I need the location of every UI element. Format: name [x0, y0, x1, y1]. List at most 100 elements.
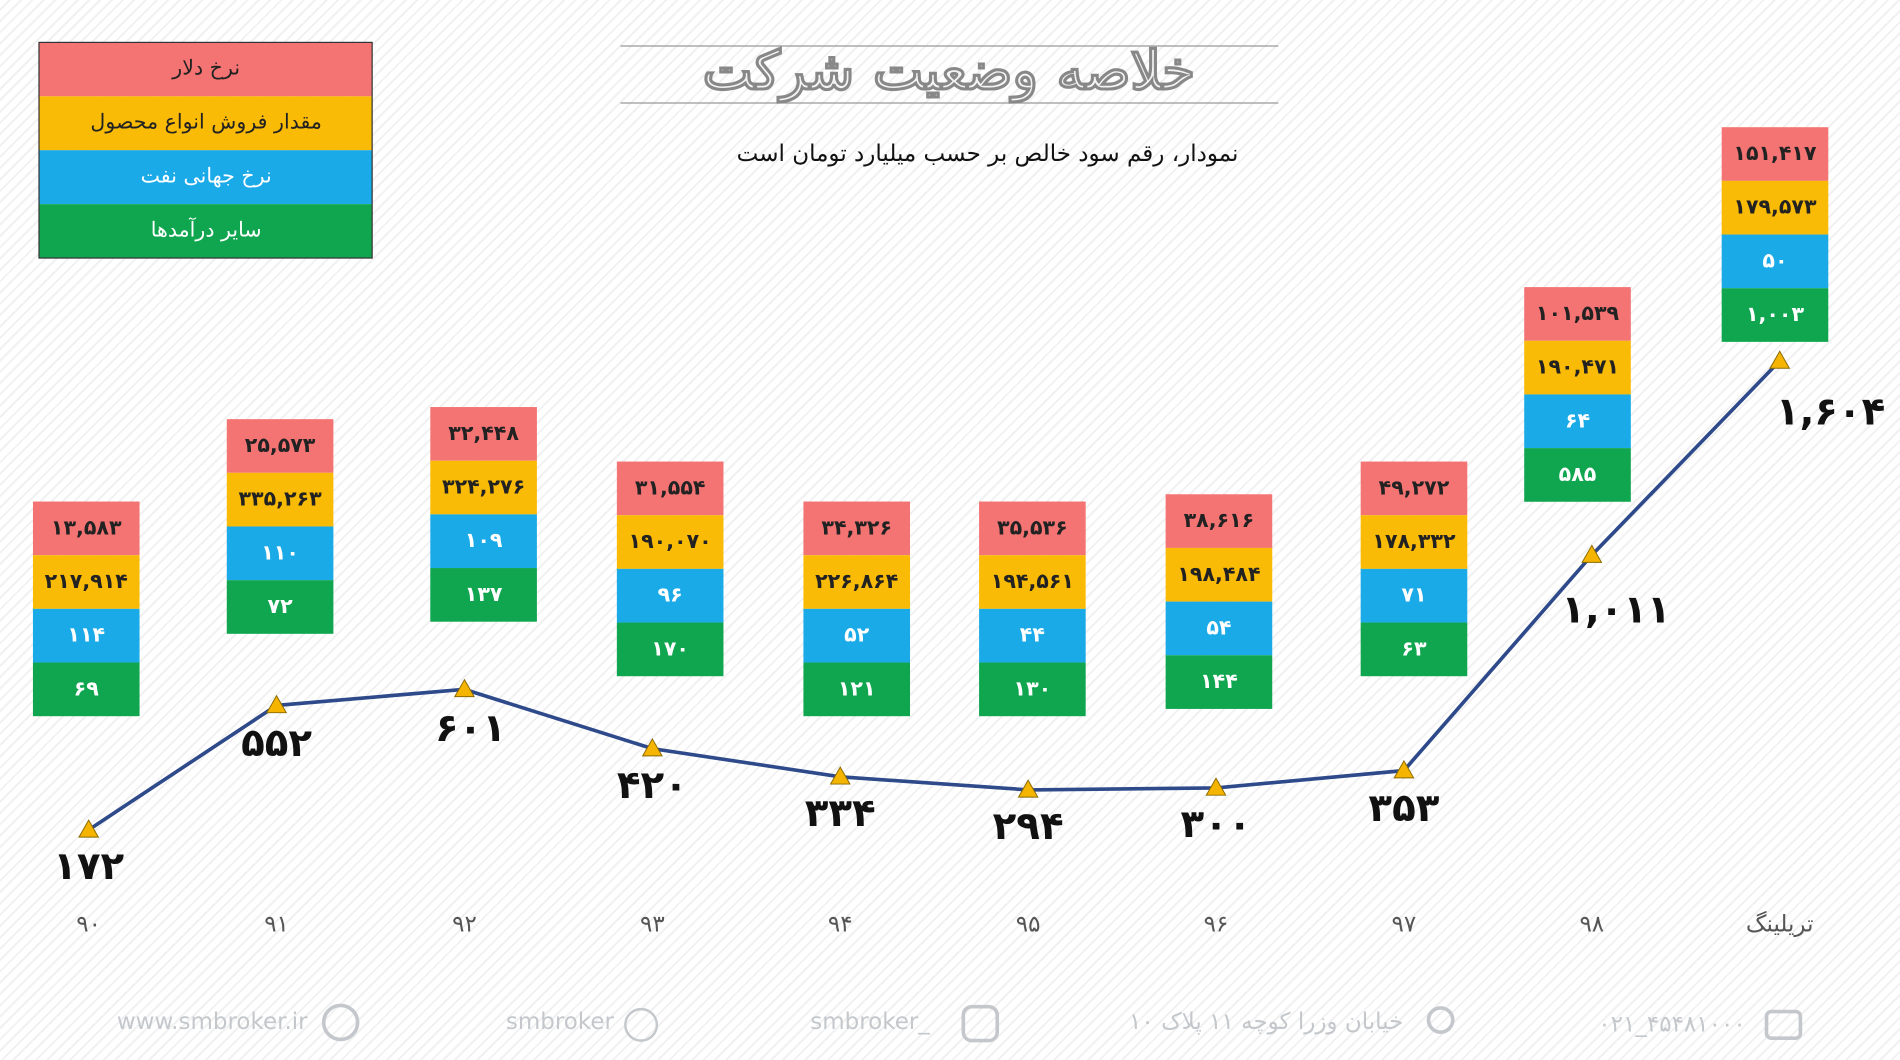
- value-cell-label: ۴۹,۲۷۲: [1379, 475, 1450, 499]
- value-cell-label: ۳۳۵,۲۶۳: [238, 487, 322, 511]
- value-cell: [226, 580, 334, 634]
- value-cell: [1524, 394, 1631, 449]
- value-cell: [1360, 622, 1468, 677]
- value-cell: [430, 460, 537, 515]
- marker: [1393, 759, 1415, 779]
- value-cell: [803, 555, 911, 609]
- value-cell-label: ۹۶: [658, 583, 683, 607]
- value-cell: [616, 568, 724, 623]
- x-tick-label: ۹۲: [452, 912, 477, 938]
- footer-telegram: smbroker: [506, 1009, 615, 1035]
- value-cell-label: ۱۷۹,۵۷۳: [1733, 195, 1817, 219]
- x-tick-label: ۹۴: [828, 912, 853, 938]
- value-cell: [32, 608, 140, 663]
- marker: [1017, 779, 1039, 798]
- icon: [961, 1004, 1000, 1043]
- marker: [78, 819, 100, 838]
- legend-frame: [38, 41, 373, 259]
- value-cell: [430, 514, 537, 569]
- value-cell-label: ۲۲۶,۸۶۴: [815, 569, 898, 593]
- value-cell-label: ۵۸۵: [1559, 462, 1597, 486]
- value-cell-label: ۳۱,۵۵۴: [635, 475, 706, 499]
- value-cell-label: ۱۳۰: [1014, 676, 1052, 700]
- marker: [829, 766, 851, 785]
- legend-label: سایر درآمدها: [151, 215, 262, 242]
- marker: [641, 737, 663, 757]
- data-label: ۱۷۲: [53, 844, 124, 889]
- value-cell-label: ۱۲۱: [838, 676, 876, 700]
- legend-label: مقدار فروش انواع محصول: [90, 109, 322, 134]
- data-label: ۳۳۴: [805, 791, 876, 836]
- x-tick-label: ۹۱: [264, 912, 289, 938]
- value-cell-label: ۱۹۰,۰۷۰: [629, 529, 712, 553]
- value-cell: [226, 419, 334, 473]
- marker: [1581, 544, 1603, 563]
- icon: [624, 1007, 659, 1042]
- chart-title: خلاصه وضعیت شرکت: [702, 39, 1195, 103]
- value-cell: [1721, 127, 1829, 181]
- value-cell-label: ۳۴,۳۲۶: [821, 515, 892, 539]
- legend-swatch: [39, 42, 373, 97]
- value-cell: [616, 461, 724, 516]
- footer-website: www.smbroker.ir: [117, 1009, 308, 1035]
- value-cell-label: ۱۰۹: [465, 528, 503, 552]
- x-tick-label: ۹۳: [640, 912, 665, 938]
- value-cell-label: ۵۲: [844, 623, 870, 647]
- line: [87, 359, 1782, 832]
- value-cell: [616, 622, 724, 677]
- value-cell-label: ۳۸,۶۱۶: [1184, 508, 1255, 532]
- footer-phone: ۰۲۱_۴۵۴۸۱۰۰۰: [1598, 1011, 1745, 1037]
- legend-swatch: [39, 96, 373, 151]
- value-cell-label: ۲۱۷,۹۱۴: [45, 569, 128, 593]
- value-cell: [803, 662, 911, 717]
- value-cell: [1165, 655, 1273, 709]
- value-cell-label: ۳۵,۵۳۶: [997, 515, 1068, 539]
- value-cell: [226, 472, 334, 527]
- value-cell: [430, 407, 537, 461]
- icon: [321, 1003, 360, 1042]
- footer: www.smbroker.ir smbroker smbroker_ خیابا…: [117, 1003, 1803, 1043]
- value-cell: [616, 515, 724, 569]
- value-cell-label: ۱۳,۵۸۳: [51, 515, 122, 539]
- legend: نرخ دلار مقدار فروش انواع محصول نرخ جهانی …: [38, 41, 373, 259]
- data-label: ۱,۶۰۴: [1776, 390, 1885, 435]
- value-cell-label: ۱۱۴: [67, 623, 105, 647]
- marker: [266, 694, 288, 714]
- legend-swatch: [39, 150, 373, 205]
- value-cell: [226, 526, 334, 581]
- value-cell: [979, 555, 1086, 609]
- marker: [1769, 350, 1791, 369]
- x-tick-label: ۹۰: [76, 912, 101, 938]
- value-cell: [1721, 180, 1829, 235]
- x-tick-label: ۹۸: [1579, 912, 1604, 938]
- x-tick-label: تریلینگ: [1746, 911, 1814, 938]
- value-cell: [1360, 461, 1468, 516]
- value-cell: [32, 501, 140, 556]
- value-cell-label: ۶۳: [1401, 636, 1427, 660]
- value-cell-label: ۳۲۴,۲۷۶: [442, 475, 525, 499]
- value-cell: [1165, 547, 1273, 602]
- legend-swatch: [39, 204, 373, 259]
- x-tick-label: ۹۶: [1204, 912, 1229, 938]
- value-cell-label: ۵۴: [1206, 615, 1231, 639]
- icon: [1426, 1006, 1455, 1034]
- legend-label: نرخ دلار: [171, 56, 240, 81]
- data-label: ۱,۰۱۱: [1561, 588, 1670, 633]
- value-cell-label: ۳۲,۴۴۸: [448, 421, 519, 445]
- value-cell: [1524, 340, 1631, 395]
- value-cell: [1721, 234, 1829, 289]
- value-cell-label: ۱۴۴: [1200, 669, 1238, 693]
- value-cell: [1360, 515, 1468, 569]
- data-label: ۳۵۳: [1368, 786, 1439, 831]
- data-label: ۶۰۱: [435, 706, 506, 751]
- icon: [1764, 1009, 1803, 1041]
- value-cell: [1165, 494, 1273, 548]
- value-cell: [32, 555, 140, 609]
- value-cell-label: ۶۴: [1565, 408, 1590, 432]
- footer-instagram: smbroker_: [810, 1009, 930, 1035]
- value-cell-label: ۶۹: [74, 676, 100, 700]
- value-cell-label: ۴۴: [1020, 623, 1045, 647]
- value-cell: [1165, 601, 1273, 656]
